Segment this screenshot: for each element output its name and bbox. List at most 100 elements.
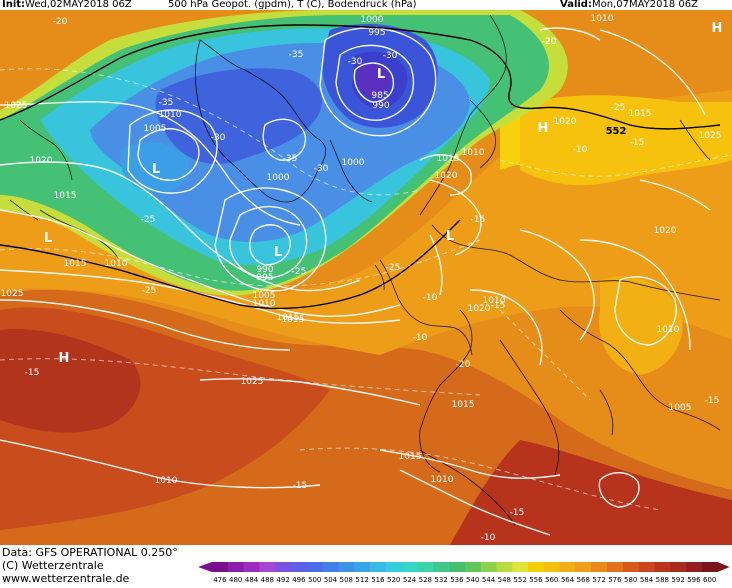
scale-swatch	[370, 562, 387, 572]
isobar-label: 995	[256, 273, 273, 283]
isobar-label: 1010	[591, 14, 614, 24]
low-pressure-center: L	[377, 67, 385, 82]
temperature-label: -20	[542, 37, 557, 47]
isobar-label: 1020	[468, 304, 491, 314]
scale-value-label: 556	[529, 576, 543, 584]
isobar-label: 1020	[435, 171, 458, 181]
weather-map: 1000 995 985 990 1010 1005 1025 1020 1015 1000 100…	[0, 10, 732, 545]
isobar-label: 1010	[253, 299, 276, 309]
scale-value-label: 552	[513, 576, 526, 584]
isobar-label: 1010	[657, 325, 680, 335]
scale-value-label: 480	[229, 576, 242, 584]
copyright: (C) Wetterzentrale	[2, 559, 104, 572]
temperature-label: -25	[141, 215, 156, 225]
scale-value-label: 528	[419, 576, 432, 584]
isobar-label: 1015	[64, 259, 87, 269]
isobar-label: 1005	[144, 124, 167, 134]
isobar-label: 990	[256, 265, 273, 275]
scale-swatch	[638, 562, 655, 572]
scale-value-label: 508	[340, 576, 353, 584]
scale-swatch	[575, 562, 592, 572]
isobar-label: 1015	[54, 191, 77, 201]
scale-swatch	[622, 562, 639, 572]
low-pressure-center: L	[274, 245, 282, 260]
isobar-label: 1000	[342, 158, 365, 168]
isobar-label: 1000	[361, 15, 384, 25]
temperature-label: -10	[573, 145, 588, 155]
scale-swatch	[354, 562, 371, 572]
scale-value-label: 540	[466, 576, 479, 584]
temperature-label: -15	[510, 508, 525, 518]
temperature-label: -30	[314, 164, 329, 174]
temperature-label: -15	[293, 481, 308, 491]
temperature-label: -25	[292, 267, 307, 277]
scale-value-label: 548	[498, 576, 511, 584]
scale-swatch	[559, 562, 576, 572]
isobar-label: 1020	[30, 156, 53, 166]
scale-value-label: 560	[545, 576, 558, 584]
temperature-label: -35	[283, 154, 298, 164]
isobar-label: 1025	[5, 101, 28, 111]
scale-swatch	[291, 562, 308, 572]
scale-max-arrow	[717, 562, 730, 572]
temperature-label: -20	[53, 17, 68, 27]
temperature-label: -30	[211, 133, 226, 143]
map-header: Init:Wed,02MAY2018 06Z 500 hPa Geopot. (…	[0, 0, 732, 10]
isobar-label: 1015	[437, 154, 460, 164]
scale-swatch	[243, 562, 260, 572]
map-title: 500 hPa Geopot. (gpdm), T (C), Bodendruc…	[168, 0, 417, 10]
isobar-label: 1010	[431, 475, 454, 485]
isobar-label: 1010	[462, 148, 485, 158]
high-pressure-center: H	[538, 121, 549, 136]
isobar-label: 1025	[1, 289, 24, 299]
temperature-label: -20	[456, 360, 471, 370]
scale-value-label: 600	[703, 576, 716, 584]
scale-value-label: 476	[213, 576, 227, 584]
scale-swatch	[401, 562, 418, 572]
scale-value-label: 580	[624, 576, 637, 584]
init-time: Init:Wed,02MAY2018 06Z	[2, 0, 132, 10]
scale-value-label: 496	[292, 576, 306, 584]
scale-swatch	[449, 562, 466, 572]
scale-value-label: 520	[387, 576, 400, 584]
scale-swatch	[591, 562, 608, 572]
temperature-label: -25	[611, 103, 626, 113]
isobar-label: 1010	[159, 110, 182, 120]
temperature-label: -15	[705, 396, 720, 406]
scale-value-label: 512	[355, 576, 368, 584]
isobar-label: 1005	[669, 403, 692, 413]
temperature-label: -15	[630, 138, 645, 148]
scale-min-arrow	[198, 562, 212, 572]
temperature-label: -25	[386, 263, 401, 273]
scale-swatch	[338, 562, 355, 572]
isobar-label: 1015	[399, 452, 422, 462]
scale-swatch	[433, 562, 450, 572]
temperature-label: -30	[383, 51, 398, 61]
scale-value-label: 588	[656, 576, 669, 584]
scale-value-label: 536	[450, 576, 464, 584]
scale-value-label: 596	[687, 576, 701, 584]
temperature-label: -15	[471, 215, 486, 225]
temperature-label: -35	[289, 50, 304, 60]
temperature-label: -35	[159, 98, 174, 108]
scale-value-label: 564	[561, 576, 575, 584]
temperature-label: -10	[423, 293, 438, 303]
scale-swatch	[306, 562, 323, 572]
scale-value-label: 584	[640, 576, 654, 584]
scale-swatch	[464, 562, 481, 572]
temperature-label: -10	[481, 533, 496, 543]
scale-value-label: 576	[608, 576, 622, 584]
scale-swatch	[607, 562, 624, 572]
scale-swatch	[480, 562, 497, 572]
high-pressure-center: H	[59, 351, 70, 366]
scale-swatch	[417, 562, 434, 572]
isobar-label: 1005	[253, 291, 276, 301]
isobar-label: 1015	[452, 400, 475, 410]
scale-value-label: 532	[434, 576, 447, 584]
color-scale-legend: 476 480 484 488 492 496 500 504 508 512 516 520 524 5…	[198, 562, 730, 584]
scale-value-label: 572	[592, 576, 605, 584]
scale-value-label: 568	[577, 576, 590, 584]
isobar-label: 1020	[654, 226, 677, 236]
data-source: Data: GFS OPERATIONAL 0.250°	[2, 546, 178, 559]
temperature-label: -15	[491, 301, 506, 311]
